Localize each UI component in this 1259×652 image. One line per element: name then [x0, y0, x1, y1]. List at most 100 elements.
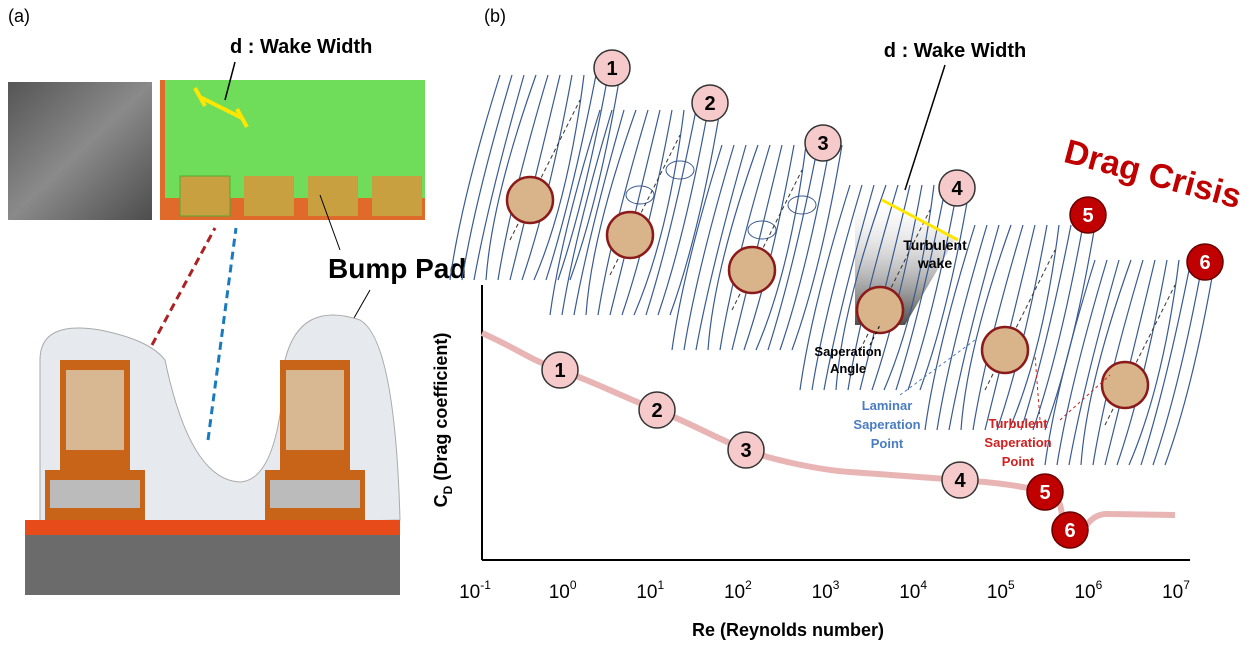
- particle: [729, 247, 775, 293]
- sem-image: [8, 82, 152, 220]
- regime-number: 2: [704, 93, 715, 115]
- pointer: [905, 65, 945, 190]
- laminar-point-label: Laminar Saperation Point: [853, 398, 920, 451]
- streamline: [696, 145, 746, 350]
- streamline: [450, 75, 500, 280]
- tick-base: 10: [459, 582, 480, 603]
- separation-angle-label: Saperation Angle: [814, 344, 881, 376]
- tick-exponent: 2: [745, 578, 752, 592]
- tick-base: 10: [724, 582, 745, 603]
- page: (a) d : Wake Width Bump Pad (b) d : Wake…: [0, 0, 1259, 652]
- regime-number: 6: [1064, 520, 1075, 542]
- line: Turbulent: [903, 237, 967, 253]
- streamline: [646, 110, 696, 315]
- x-tick-label: 10-1: [459, 578, 491, 603]
- bump-pad-label: Bump Pad: [328, 253, 466, 284]
- regime-number: 3: [740, 440, 751, 462]
- streamline: [1129, 260, 1179, 465]
- tick-exponent: 6: [1096, 578, 1103, 592]
- y-axis-label: CD (Drag coefficient): [431, 333, 455, 508]
- line: Point: [871, 436, 904, 451]
- streamline: [534, 75, 584, 280]
- line: Saperation: [814, 344, 881, 359]
- particle: [857, 287, 903, 333]
- regime-number: 5: [1082, 205, 1093, 227]
- tick-exponent: 5: [1008, 578, 1015, 592]
- tick-exponent: 7: [1183, 578, 1190, 592]
- line: wake: [917, 255, 952, 271]
- arrow: [152, 228, 215, 345]
- tick-base: 10: [636, 582, 657, 603]
- line: Saperation: [984, 435, 1051, 450]
- panel-label: (b): [484, 6, 506, 26]
- x-tick-label: 103: [812, 578, 840, 603]
- streamline: [672, 145, 722, 350]
- regime-number: 4: [954, 470, 966, 492]
- particle: [1102, 362, 1148, 408]
- regime-number: 2: [651, 400, 662, 422]
- tick-base: 10: [1074, 582, 1095, 603]
- x-axis-label: Re (Reynolds number): [692, 620, 884, 640]
- particle: [607, 212, 653, 258]
- eddy: [788, 196, 816, 214]
- streamline: [1069, 260, 1119, 465]
- streamline: [658, 110, 708, 315]
- arrow: [208, 228, 236, 440]
- figure: (a) d : Wake Width Bump Pad (b) d : Wake…: [0, 0, 1259, 647]
- tick-exponent: 3: [833, 578, 840, 592]
- regime-number: 4: [951, 178, 963, 200]
- turbulent-point-label: Turbulent Saperation Point: [984, 416, 1051, 469]
- x-tick-label: 104: [899, 578, 927, 603]
- particle: [982, 327, 1028, 373]
- x-tick-label: 105: [987, 578, 1015, 603]
- line: Point: [1002, 454, 1035, 469]
- regime-number: 5: [1039, 482, 1050, 504]
- streamline: [574, 110, 624, 315]
- sub: D: [441, 485, 455, 494]
- regime-number: 1: [554, 360, 565, 382]
- tick-base: 10: [812, 582, 833, 603]
- streamline: [1153, 260, 1203, 465]
- eddy: [666, 161, 694, 179]
- streamline: [1141, 260, 1191, 465]
- line: Saperation: [853, 417, 920, 432]
- streamline: [546, 75, 596, 280]
- streamline: [558, 75, 608, 280]
- line: Angle: [830, 361, 866, 376]
- regime-number: 1: [606, 58, 617, 80]
- streamline: [474, 75, 524, 280]
- x-tick-label: 106: [1074, 578, 1102, 603]
- streamline: [1021, 225, 1071, 430]
- streamline: [780, 145, 830, 350]
- wake-width-label: d : Wake Width: [884, 40, 1026, 62]
- line: Laminar: [862, 398, 913, 413]
- streamline: [1009, 225, 1059, 430]
- x-tick-label: 107: [1162, 578, 1190, 603]
- streamline: [800, 185, 850, 390]
- drag-curve: [482, 333, 1175, 532]
- line: Turbulent: [989, 416, 1049, 431]
- regime-number: 3: [817, 133, 828, 155]
- tick-base: 10: [549, 582, 570, 603]
- tick-base: 10: [899, 582, 920, 603]
- streamline: [634, 110, 684, 315]
- substrate: [25, 535, 400, 595]
- wake-width-label: d : Wake Width: [230, 36, 372, 58]
- streamline: [756, 145, 806, 350]
- tick-exponent: 0: [570, 578, 577, 592]
- rest: (Drag coefficient): [431, 333, 451, 486]
- panel-label: (a): [8, 6, 30, 26]
- x-tick-label: 101: [636, 578, 664, 603]
- main: C: [431, 494, 451, 507]
- x-tick-label: 100: [549, 578, 577, 603]
- tick-base: 10: [987, 582, 1008, 603]
- x-tick-label: 102: [724, 578, 752, 603]
- tick-exponent: 4: [920, 578, 927, 592]
- particle: [507, 177, 553, 223]
- streamline: [768, 145, 818, 350]
- tick-exponent: -1: [480, 578, 491, 592]
- layer: [25, 520, 400, 535]
- regime-number: 6: [1199, 252, 1210, 274]
- tick-exponent: 1: [657, 578, 664, 592]
- tick-base: 10: [1162, 582, 1183, 603]
